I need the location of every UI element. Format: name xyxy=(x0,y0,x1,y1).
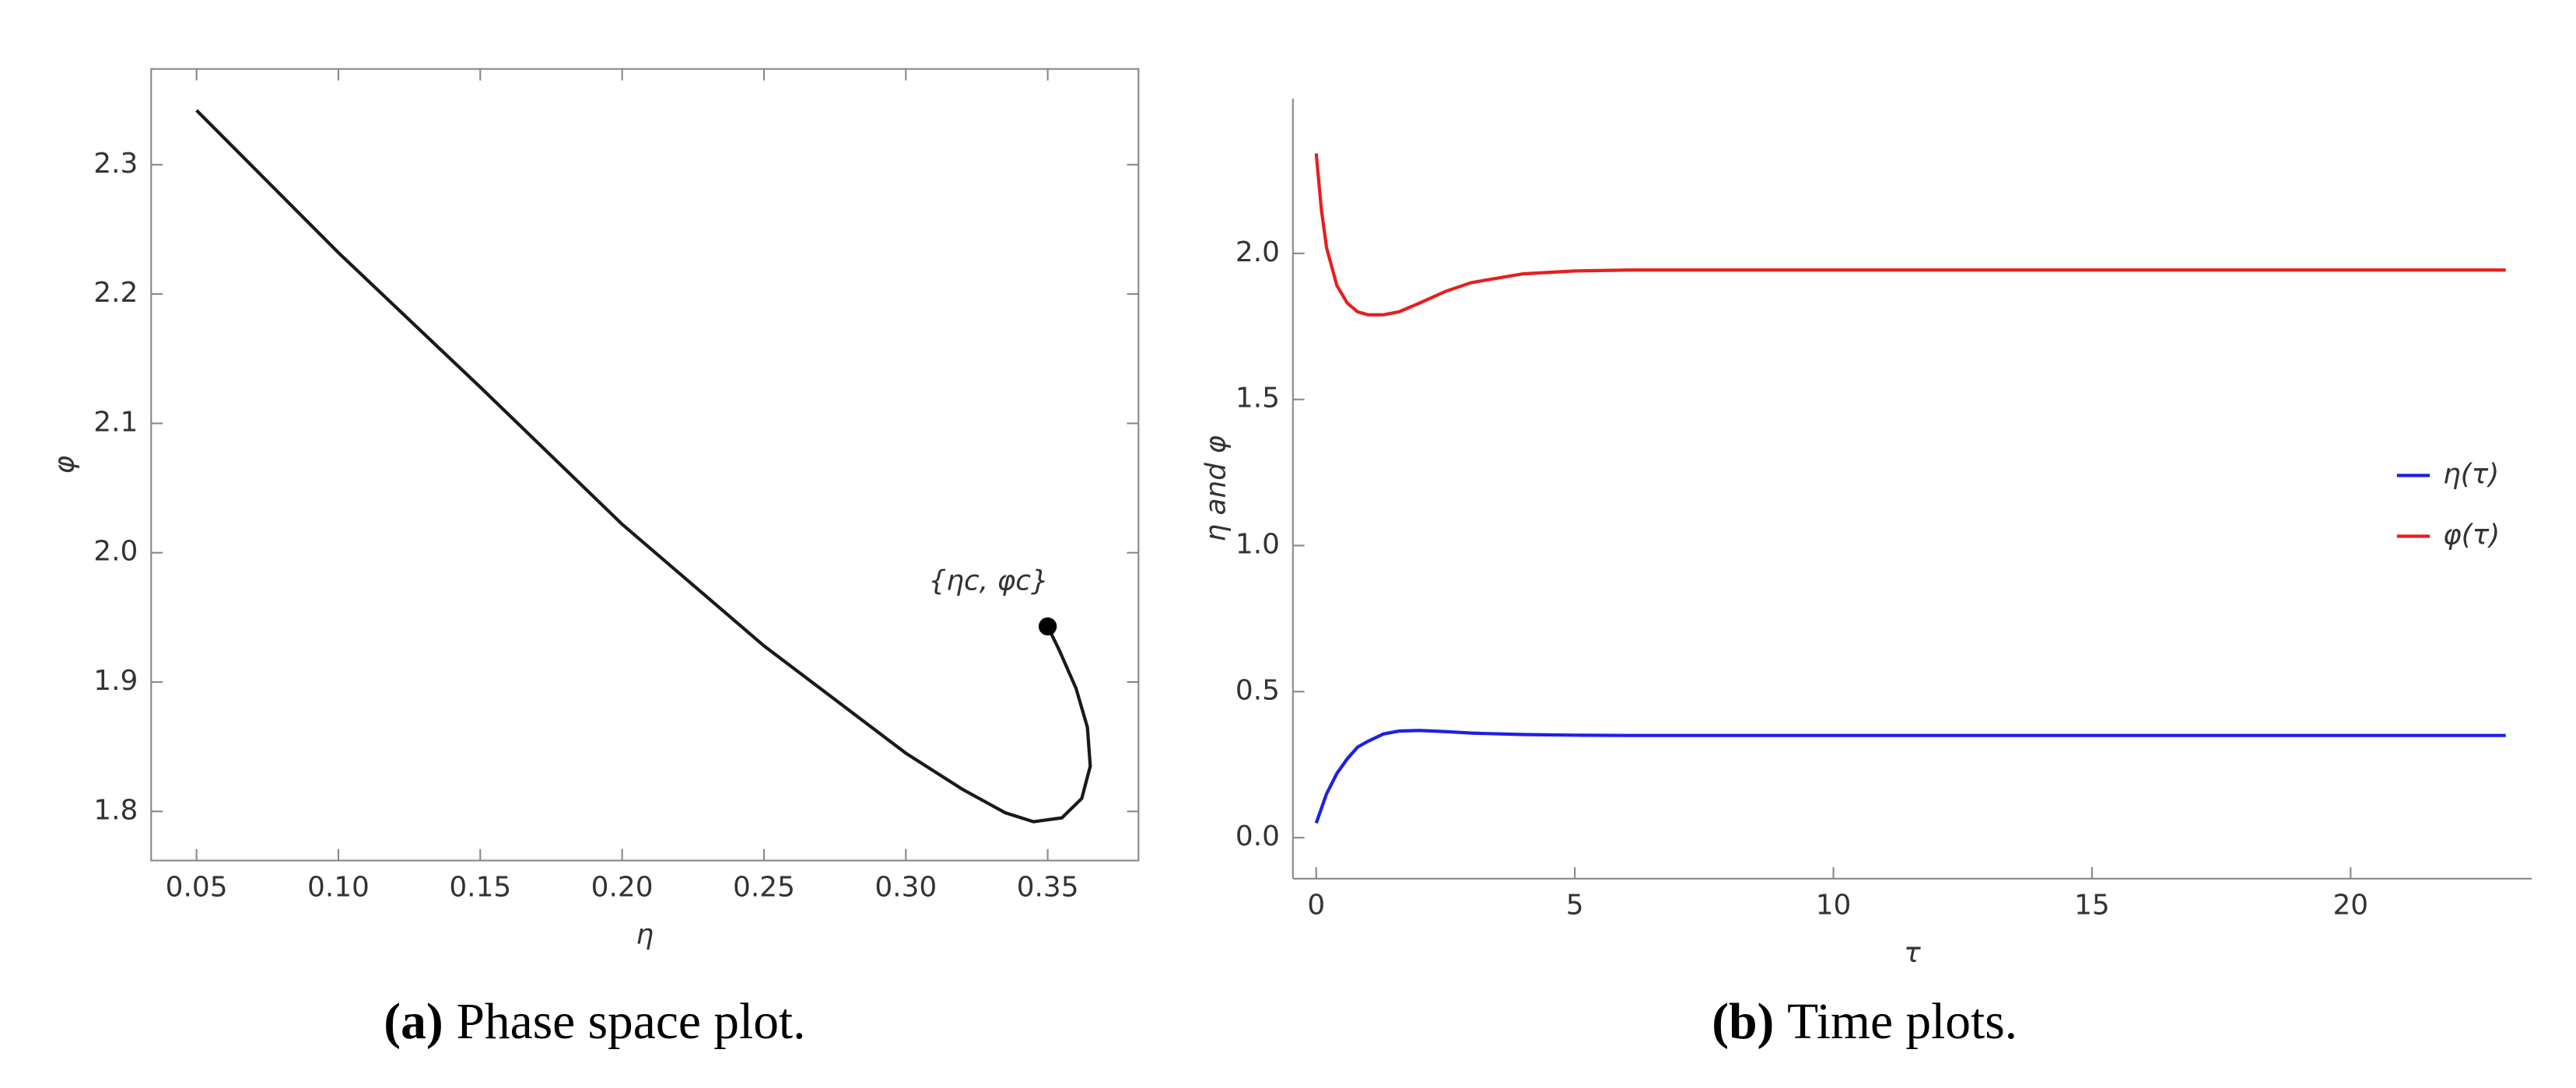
y-tick-label: 0.5 xyxy=(1235,674,1280,706)
y-tick-label: 1.0 xyxy=(1235,528,1280,560)
x-axis-label: τ xyxy=(1904,937,1921,969)
x-tick-label: 0.35 xyxy=(1017,871,1079,903)
y-tick-label: 2.3 xyxy=(93,148,138,180)
series-line xyxy=(195,109,1092,824)
x-tick-label: 20 xyxy=(2332,890,2368,922)
caption: (b) Time plots. xyxy=(1712,994,2017,1050)
y-axis-label: φ xyxy=(48,455,80,474)
x-tick-label: 0.05 xyxy=(166,871,228,903)
caption-label: (b) xyxy=(1712,994,1774,1050)
series-line xyxy=(1314,729,2506,824)
legend-label: η(τ) xyxy=(2443,458,2499,490)
caption: (a) Phase space plot. xyxy=(384,994,805,1050)
x-axis-label: η xyxy=(636,919,654,951)
caption-text: Phase space plot. xyxy=(457,994,806,1050)
caption-text: Time plots. xyxy=(1787,994,2017,1050)
y-tick-label: 2.1 xyxy=(93,406,138,438)
y-tick-label: 2.0 xyxy=(93,536,138,568)
x-tick-label: 0.30 xyxy=(874,871,937,903)
y-tick-label: 2.0 xyxy=(1235,236,1280,268)
y-tick-label: 1.8 xyxy=(93,794,138,826)
x-tick-label: 15 xyxy=(2074,890,2110,922)
x-tick-label: 10 xyxy=(1816,890,1852,922)
x-tick-label: 0.25 xyxy=(733,871,795,903)
x-tick-label: 0.10 xyxy=(307,871,370,903)
y-tick-label: 2.2 xyxy=(93,277,138,309)
legend-label: φ(τ) xyxy=(2443,519,2500,551)
x-tick-label: 5 xyxy=(1566,890,1584,922)
x-tick-label: 0.15 xyxy=(449,871,511,903)
y-tick-label: 1.9 xyxy=(93,665,138,697)
y-axis-label: η and φ xyxy=(1200,436,1232,542)
plot-frame xyxy=(150,68,1140,862)
x-tick-label: 0 xyxy=(1307,890,1325,922)
y-tick-label: 1.5 xyxy=(1235,383,1280,415)
critical-point xyxy=(1039,617,1057,636)
x-tick-label: 0.20 xyxy=(591,871,654,903)
caption-label: (a) xyxy=(384,994,443,1050)
annotation: {ηc, φc} xyxy=(928,565,1048,596)
series-line xyxy=(1314,153,2506,317)
y-tick-label: 0.0 xyxy=(1235,820,1280,852)
